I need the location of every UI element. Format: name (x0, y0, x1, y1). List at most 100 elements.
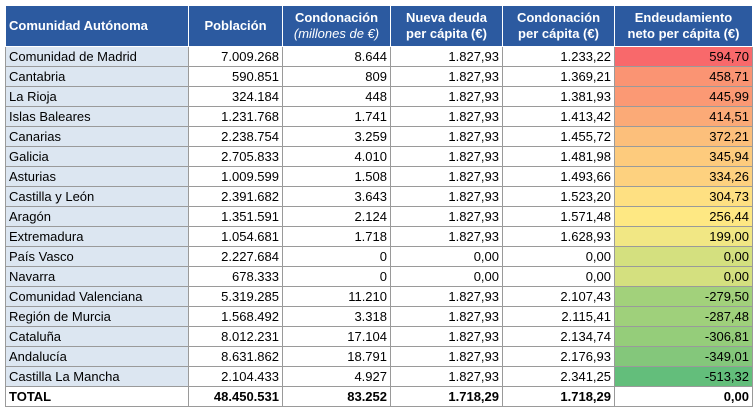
value-cell: 1.827,93 (390, 106, 503, 127)
header-text: per cápita (€) (406, 26, 487, 41)
value-cell: 7.009.268 (188, 46, 283, 67)
table-row: Región de Murcia 1.568.492 3.318 1.827,93 2.… (5, 306, 753, 327)
value-cell: 17.104 (282, 326, 391, 347)
value-cell: 1.827,93 (390, 126, 503, 147)
value-cell: 1.827,93 (390, 306, 503, 327)
table-row: La Rioja 324.184 448 1.827,93 1.381,93 445,99 (5, 86, 753, 107)
value-cell: 1.827,93 (390, 46, 503, 67)
value-cell: -287,48 (614, 306, 753, 327)
value-cell: 2.115,41 (502, 306, 615, 327)
value-cell: 458,71 (614, 66, 753, 87)
value-cell: 256,44 (614, 206, 753, 227)
value-cell: 594,70 (614, 46, 753, 67)
value-cell: 1.009.599 (188, 166, 283, 187)
value-cell: 1.568.492 (188, 306, 283, 327)
value-cell: 1.571,48 (502, 206, 615, 227)
value-cell: 1.054.681 (188, 226, 283, 247)
total-cell: 1.718,29 (390, 386, 503, 407)
value-cell: 2.227.684 (188, 246, 283, 267)
value-cell: 0,00 (614, 266, 753, 287)
header-text: Comunidad Autónoma (9, 18, 148, 33)
table-row: Cataluña 8.012.231 17.104 1.827,93 2.134,74-… (5, 326, 753, 347)
table-row: Aragón 1.351.591 2.124 1.827,93 1.571,48 256,… (5, 206, 753, 227)
value-cell: 1.233,22 (502, 46, 615, 67)
region-cell: Extremadura (5, 226, 189, 247)
total-cell: 83.252 (282, 386, 391, 407)
header-row: Comunidad Autónoma Población Condonación (m… (5, 5, 753, 47)
region-cell: Comunidad de Madrid (5, 46, 189, 67)
region-cell: Navarra (5, 266, 189, 287)
value-cell: 0 (282, 246, 391, 267)
value-cell: 334,26 (614, 166, 753, 187)
table-row: Extremadura 1.054.681 1.718 1.827,93 1.628,9… (5, 226, 753, 247)
region-cell: Región de Murcia (5, 306, 189, 327)
value-cell: 2.341,25 (502, 366, 615, 387)
table-row: Islas Baleares 1.231.768 1.741 1.827,93 1.41… (5, 106, 753, 127)
value-cell: 1.827,93 (390, 326, 503, 347)
header-cell: Condonación (millones de €) (282, 5, 391, 47)
header-cell: Población (188, 5, 283, 47)
header-cell: Nueva deuda per cápita (€) (390, 5, 503, 47)
value-cell: 678.333 (188, 266, 283, 287)
region-cell: Asturias (5, 166, 189, 187)
header-text: Nueva deuda (406, 10, 487, 25)
table-row: Comunidad de Madrid 7.009.268 8.644 1.827,9… (5, 46, 753, 67)
value-cell: 0,00 (502, 266, 615, 287)
value-cell: 809 (282, 66, 391, 87)
header-text: per cápita (€) (518, 26, 599, 41)
total-cell: 1.718,29 (502, 386, 615, 407)
table-row: Cantabria 590.851 809 1.827,93 1.369,21 458,7… (5, 66, 753, 87)
total-row: TOTAL 48.450.531 83.252 1.718,29 1.718,29 0,0… (5, 386, 753, 407)
value-cell: 0,00 (614, 246, 753, 267)
value-cell: 445,99 (614, 86, 753, 107)
table-row: Galicia 2.705.833 4.010 1.827,93 1.481,98 345… (5, 146, 753, 167)
table-row: Castilla y León 2.391.682 3.643 1.827,93 1.5… (5, 186, 753, 207)
value-cell: 1.413,42 (502, 106, 615, 127)
region-cell: Cataluña (5, 326, 189, 347)
value-cell: 4.927 (282, 366, 391, 387)
region-cell: Canarias (5, 126, 189, 147)
value-cell: 2.176,93 (502, 346, 615, 367)
value-cell: 199,00 (614, 226, 753, 247)
value-cell: 1.523,20 (502, 186, 615, 207)
value-cell: 1.827,93 (390, 226, 503, 247)
total-cell: 48.450.531 (188, 386, 283, 407)
value-cell: 1.481,98 (502, 146, 615, 167)
total-cell: 0,00 (614, 386, 753, 407)
value-cell: 345,94 (614, 146, 753, 167)
region-cell: Islas Baleares (5, 106, 189, 127)
header-cell: Condonación per cápita (€) (502, 5, 615, 47)
value-cell: 8.644 (282, 46, 391, 67)
value-cell: 1.455,72 (502, 126, 615, 147)
region-cell: Galicia (5, 146, 189, 167)
value-cell: 8.012.231 (188, 326, 283, 347)
value-cell: 1.827,93 (390, 66, 503, 87)
value-cell: 1.369,21 (502, 66, 615, 87)
total-cell: TOTAL (5, 386, 189, 407)
value-cell: -306,81 (614, 326, 753, 347)
value-cell: 1.827,93 (390, 206, 503, 227)
region-cell: Cantabria (5, 66, 189, 87)
value-cell: 0,00 (390, 246, 503, 267)
value-cell: 18.791 (282, 346, 391, 367)
value-cell: 2.104.433 (188, 366, 283, 387)
region-cell: La Rioja (5, 86, 189, 107)
table-row: Andalucía 8.631.862 18.791 1.827,93 2.176,93… (5, 346, 753, 367)
region-cell: Aragón (5, 206, 189, 227)
header-cell: Comunidad Autónoma (5, 5, 189, 47)
value-cell: 0,00 (502, 246, 615, 267)
header-text: neto per cápita (€) (627, 26, 740, 41)
value-cell: 1.827,93 (390, 166, 503, 187)
value-cell: 1.718 (282, 226, 391, 247)
value-cell: 2.391.682 (188, 186, 283, 207)
header-cell: Endeudamiento neto per cápita (€) (614, 5, 753, 47)
value-cell: 1.741 (282, 106, 391, 127)
table-row: Comunidad Valenciana 5.319.285 11.210 1.827… (5, 286, 753, 307)
value-cell: 2.107,43 (502, 286, 615, 307)
value-cell: 8.631.862 (188, 346, 283, 367)
value-cell: 3.318 (282, 306, 391, 327)
value-cell: 1.827,93 (390, 366, 503, 387)
value-cell: 590.851 (188, 66, 283, 87)
value-cell: 324.184 (188, 86, 283, 107)
